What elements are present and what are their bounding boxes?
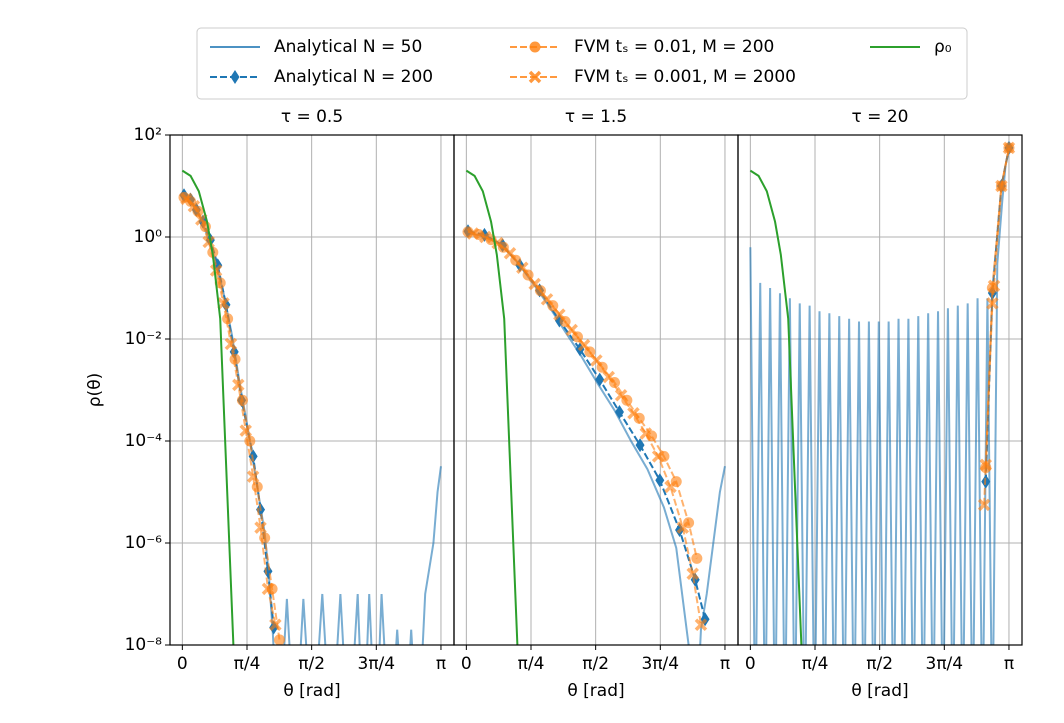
x-marker	[224, 337, 238, 351]
circle-marker	[236, 394, 248, 406]
x-tick-label: 0	[461, 654, 472, 674]
panel-frame	[737, 134, 1023, 646]
diamond-marker	[614, 405, 624, 420]
x-marker	[986, 297, 999, 310]
series-line	[467, 230, 698, 559]
x-tick-label: π/4	[518, 654, 545, 674]
panel-title: τ = 1.5	[565, 107, 627, 127]
x-marker	[602, 370, 615, 384]
x-marker	[209, 264, 223, 277]
x-tick-label: π/2	[582, 654, 609, 674]
y-tick-label: 10²	[134, 125, 162, 145]
x-marker	[540, 293, 554, 306]
diamond-marker	[655, 473, 665, 488]
x-tick-label: 0	[745, 654, 756, 674]
x-marker	[686, 567, 699, 580]
x-marker	[479, 230, 492, 244]
diamond-marker	[635, 438, 645, 453]
circle-marker	[529, 41, 541, 53]
x-marker	[651, 450, 665, 463]
x-marker	[246, 470, 260, 483]
x-marker	[269, 618, 282, 631]
x-marker	[987, 279, 1001, 293]
diamond-marker	[595, 372, 605, 387]
series-line	[472, 232, 702, 625]
y-axis-label: ρ(θ)	[85, 373, 105, 407]
x-marker	[254, 521, 267, 534]
legend-label: Analytical N = 50	[274, 37, 422, 57]
x-marker	[217, 297, 230, 310]
x-marker	[232, 378, 245, 392]
series-line	[983, 147, 1010, 505]
legend-label: FVM tₛ = 0.01, M = 200	[574, 37, 774, 57]
x-tick-label: π/2	[866, 654, 893, 674]
x-marker	[239, 424, 252, 437]
x-marker	[1002, 141, 1016, 155]
series-line	[181, 169, 235, 645]
circle-marker	[691, 552, 703, 564]
x-tick-label: π	[1004, 654, 1014, 674]
x-marker	[565, 323, 578, 337]
series-line	[749, 169, 803, 645]
series-line	[183, 194, 275, 628]
x-tick-label: π	[436, 654, 446, 674]
x-tick-label: π	[720, 654, 730, 674]
x-marker	[590, 354, 603, 367]
x-marker	[528, 70, 542, 84]
x-marker	[664, 480, 677, 494]
circle-marker	[273, 634, 285, 645]
legend-label: ρ₀	[934, 37, 952, 57]
y-tick-label: 10⁻⁴	[125, 431, 163, 451]
y-tick-label: 10⁻²	[125, 329, 162, 349]
y-tick-label: 10⁻⁶	[125, 533, 163, 553]
x-marker	[614, 388, 628, 402]
x-marker	[627, 407, 640, 420]
x-marker	[187, 200, 201, 213]
y-tick-label: 10⁰	[134, 227, 163, 247]
legend-label: FVM tₛ = 0.001, M = 2000	[574, 67, 796, 87]
legend-box	[196, 27, 968, 100]
x-axis-label: θ [rad]	[567, 681, 624, 701]
x-axis-label: θ [rad]	[283, 681, 340, 701]
x-marker	[694, 618, 708, 631]
x-marker	[466, 227, 480, 240]
circle-marker	[980, 462, 992, 474]
series-line	[465, 169, 519, 645]
y-tick-label: 10⁻⁸	[125, 635, 163, 655]
x-tick-label: 3π/4	[642, 654, 680, 674]
plot-area	[462, 169, 726, 645]
x-tick-label: π/4	[234, 654, 261, 674]
x-marker	[995, 179, 1008, 193]
legend-label: Analytical N = 200	[274, 67, 433, 87]
x-tick-label: π/4	[802, 654, 829, 674]
diamond-marker	[230, 70, 240, 84]
x-tick-label: 0	[177, 654, 188, 674]
panel-title: τ = 0.5	[281, 107, 343, 127]
x-marker	[676, 521, 690, 534]
x-marker	[503, 247, 517, 260]
x-marker	[553, 308, 566, 321]
plot-area	[749, 140, 1016, 645]
panel-title: τ = 20	[852, 107, 909, 127]
x-tick-label: 3π/4	[926, 654, 964, 674]
x-marker	[977, 498, 991, 512]
x-marker	[516, 261, 529, 274]
circle-marker	[244, 435, 256, 447]
series-line	[984, 147, 1010, 468]
x-marker	[528, 277, 541, 291]
x-marker	[261, 582, 275, 596]
x-marker	[979, 458, 993, 472]
series-line	[749, 150, 1010, 645]
x-tick-label: 3π/4	[358, 654, 396, 674]
plot-area	[178, 169, 442, 645]
series-line	[467, 230, 707, 620]
x-tick-label: π/2	[298, 654, 325, 674]
circle-marker	[214, 277, 226, 289]
x-marker	[639, 427, 653, 440]
x-marker	[577, 338, 591, 352]
x-axis-label: θ [rad]	[851, 681, 908, 701]
